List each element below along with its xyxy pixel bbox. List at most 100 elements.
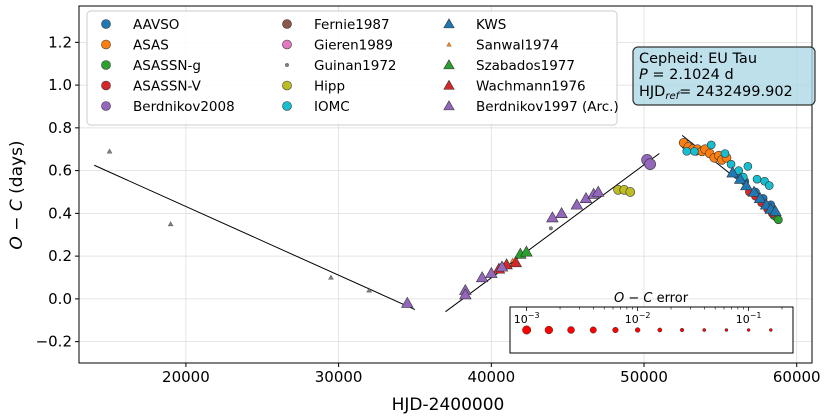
- data-point: [753, 192, 767, 204]
- legend-marker: [282, 19, 292, 29]
- inset-size-marker: [702, 328, 707, 332]
- inset-size-marker: [724, 328, 729, 332]
- y-tick-label: −0.2: [36, 333, 72, 351]
- y-tick-label: 0.2: [48, 247, 72, 265]
- legend-label: Berdnikov2008: [133, 99, 235, 115]
- legend-item-berdnikov2008: Berdnikov2008: [101, 99, 235, 115]
- legend-item-kws: KWS: [443, 17, 506, 33]
- legend-label: Szabados1977: [476, 58, 575, 74]
- legend-label: ASAS: [133, 38, 169, 54]
- data-point: [475, 271, 489, 283]
- y-axis-label: O − C (days): [7, 140, 27, 249]
- series-berdnikov1997-arc: [401, 185, 605, 308]
- legend-marker: [446, 41, 452, 47]
- x-tick-label: 30000: [315, 368, 363, 386]
- info-period: P = 2.1024 d: [639, 67, 734, 83]
- legend-label: Hipp: [314, 79, 345, 95]
- fit-middle-line: [445, 153, 660, 313]
- legend-item-asassn-g: ASASSN-g: [101, 58, 201, 74]
- fit-early-line: [94, 164, 416, 311]
- inset-tick-label: 10−2: [625, 311, 651, 326]
- legend-item-berdnikov1997-arc: Berdnikov1997 (Arc.): [443, 99, 619, 115]
- data-point: [740, 179, 753, 191]
- legend-marker: [101, 39, 111, 50]
- data-point: [167, 221, 174, 227]
- inset-tick-label: 10−1: [736, 311, 762, 326]
- data-point: [747, 185, 761, 197]
- data-point: [644, 158, 656, 170]
- data-point: [769, 204, 782, 216]
- legend-item-aavso: AAVSO: [101, 17, 179, 33]
- legend-item-fernie1987: Fernie1987: [282, 17, 390, 33]
- legend: AAVSO ASAS ASASSN-g ASASSN-V Berdnikov2008 Fe…: [86, 10, 619, 126]
- legend-marker: [101, 101, 111, 111]
- data-point: [726, 166, 739, 178]
- inset-size-marker: [522, 325, 532, 335]
- inset-size-marker: [657, 327, 663, 333]
- data-point: [764, 181, 774, 190]
- legend-item-asassn-v: ASASSN-V: [101, 79, 202, 95]
- info-star-name: Cepheid: EU Tau: [639, 51, 757, 67]
- legend-item-gieren1989: Gieren1989: [282, 38, 393, 54]
- series-berdnikov2008: [641, 154, 656, 170]
- inset-markers: 10−3 10−2 10−1: [514, 307, 783, 335]
- data-point: [706, 140, 716, 150]
- legend-marker: [443, 79, 455, 90]
- inset-size-marker: [544, 325, 553, 335]
- legend-item-sanwal1974: Sanwal1974: [446, 38, 559, 54]
- legend-label: Gieren1989: [314, 38, 393, 54]
- data-point: [485, 266, 498, 278]
- plot-frame: [78, 5, 813, 364]
- legend-items: AAVSO ASAS ASASSN-g ASASSN-V Berdnikov2008 Fe…: [101, 17, 619, 115]
- y-tick-label: 0.0: [48, 290, 72, 308]
- inset-size-marker: [769, 328, 773, 332]
- data-point: [509, 256, 523, 268]
- legend-item-iomc: IOMC: [282, 99, 350, 115]
- inset-size-marker: [589, 326, 597, 334]
- legend-label: ASASSN-g: [133, 58, 201, 74]
- data-point: [495, 260, 509, 272]
- series-guinan1972: [501, 226, 553, 267]
- legend-label: KWS: [476, 17, 506, 33]
- inset-size-marker: [746, 328, 751, 332]
- data-point: [682, 147, 692, 156]
- axis-ticks: 20000 30000 40000 50000 60000 −0.2 0.0 0.2 0.4 0.…: [36, 33, 821, 386]
- legend-marker: [285, 63, 289, 67]
- data-point: [720, 149, 730, 158]
- legend-item-wachmann1976: Wachmann1976: [443, 79, 586, 95]
- legend-marker: [282, 39, 292, 50]
- series-historic-small-grey: [106, 148, 372, 293]
- inset-size-marker: [634, 327, 641, 333]
- inset-size-marker: [567, 326, 575, 334]
- inset-size-marker: [612, 326, 619, 334]
- period-value: = 2.1024 d: [652, 67, 733, 83]
- hjd-value: = 2432499.902: [679, 84, 793, 100]
- legend-marker: [443, 18, 455, 29]
- y-tick-label: 0.6: [48, 162, 72, 180]
- data-point: [546, 211, 559, 223]
- info-hjd-ref: HJDref= 2432499.902: [639, 84, 793, 102]
- data-point: [106, 148, 113, 154]
- legend-item-asas: ASAS: [101, 38, 169, 54]
- hjd-sub: ref: [665, 91, 680, 102]
- y-tick-label: 1.0: [48, 76, 72, 94]
- cepheid-info-box: Cepheid: EU Tau P = 2.1024 d HJDref= 243…: [632, 46, 816, 106]
- y-tick-label: 1.2: [48, 33, 72, 51]
- series-iomc: [682, 140, 774, 190]
- data-points: [106, 138, 783, 308]
- legend-marker: [282, 101, 292, 111]
- inset-title: O − C error: [614, 291, 689, 306]
- legend-label: Fernie1987: [314, 17, 390, 33]
- fit-lines: [94, 134, 779, 313]
- legend-marker: [443, 59, 455, 70]
- x-axis-label: HJD-2400000: [392, 395, 505, 415]
- legend-label: ASASSN-V: [133, 79, 202, 95]
- x-tick-label: 20000: [162, 368, 210, 386]
- data-point: [459, 288, 472, 300]
- data-point: [752, 174, 762, 184]
- series-kws: [726, 166, 782, 216]
- legend-item-hipp: Hipp: [282, 79, 345, 95]
- data-point: [625, 187, 636, 197]
- data-point: [690, 147, 699, 156]
